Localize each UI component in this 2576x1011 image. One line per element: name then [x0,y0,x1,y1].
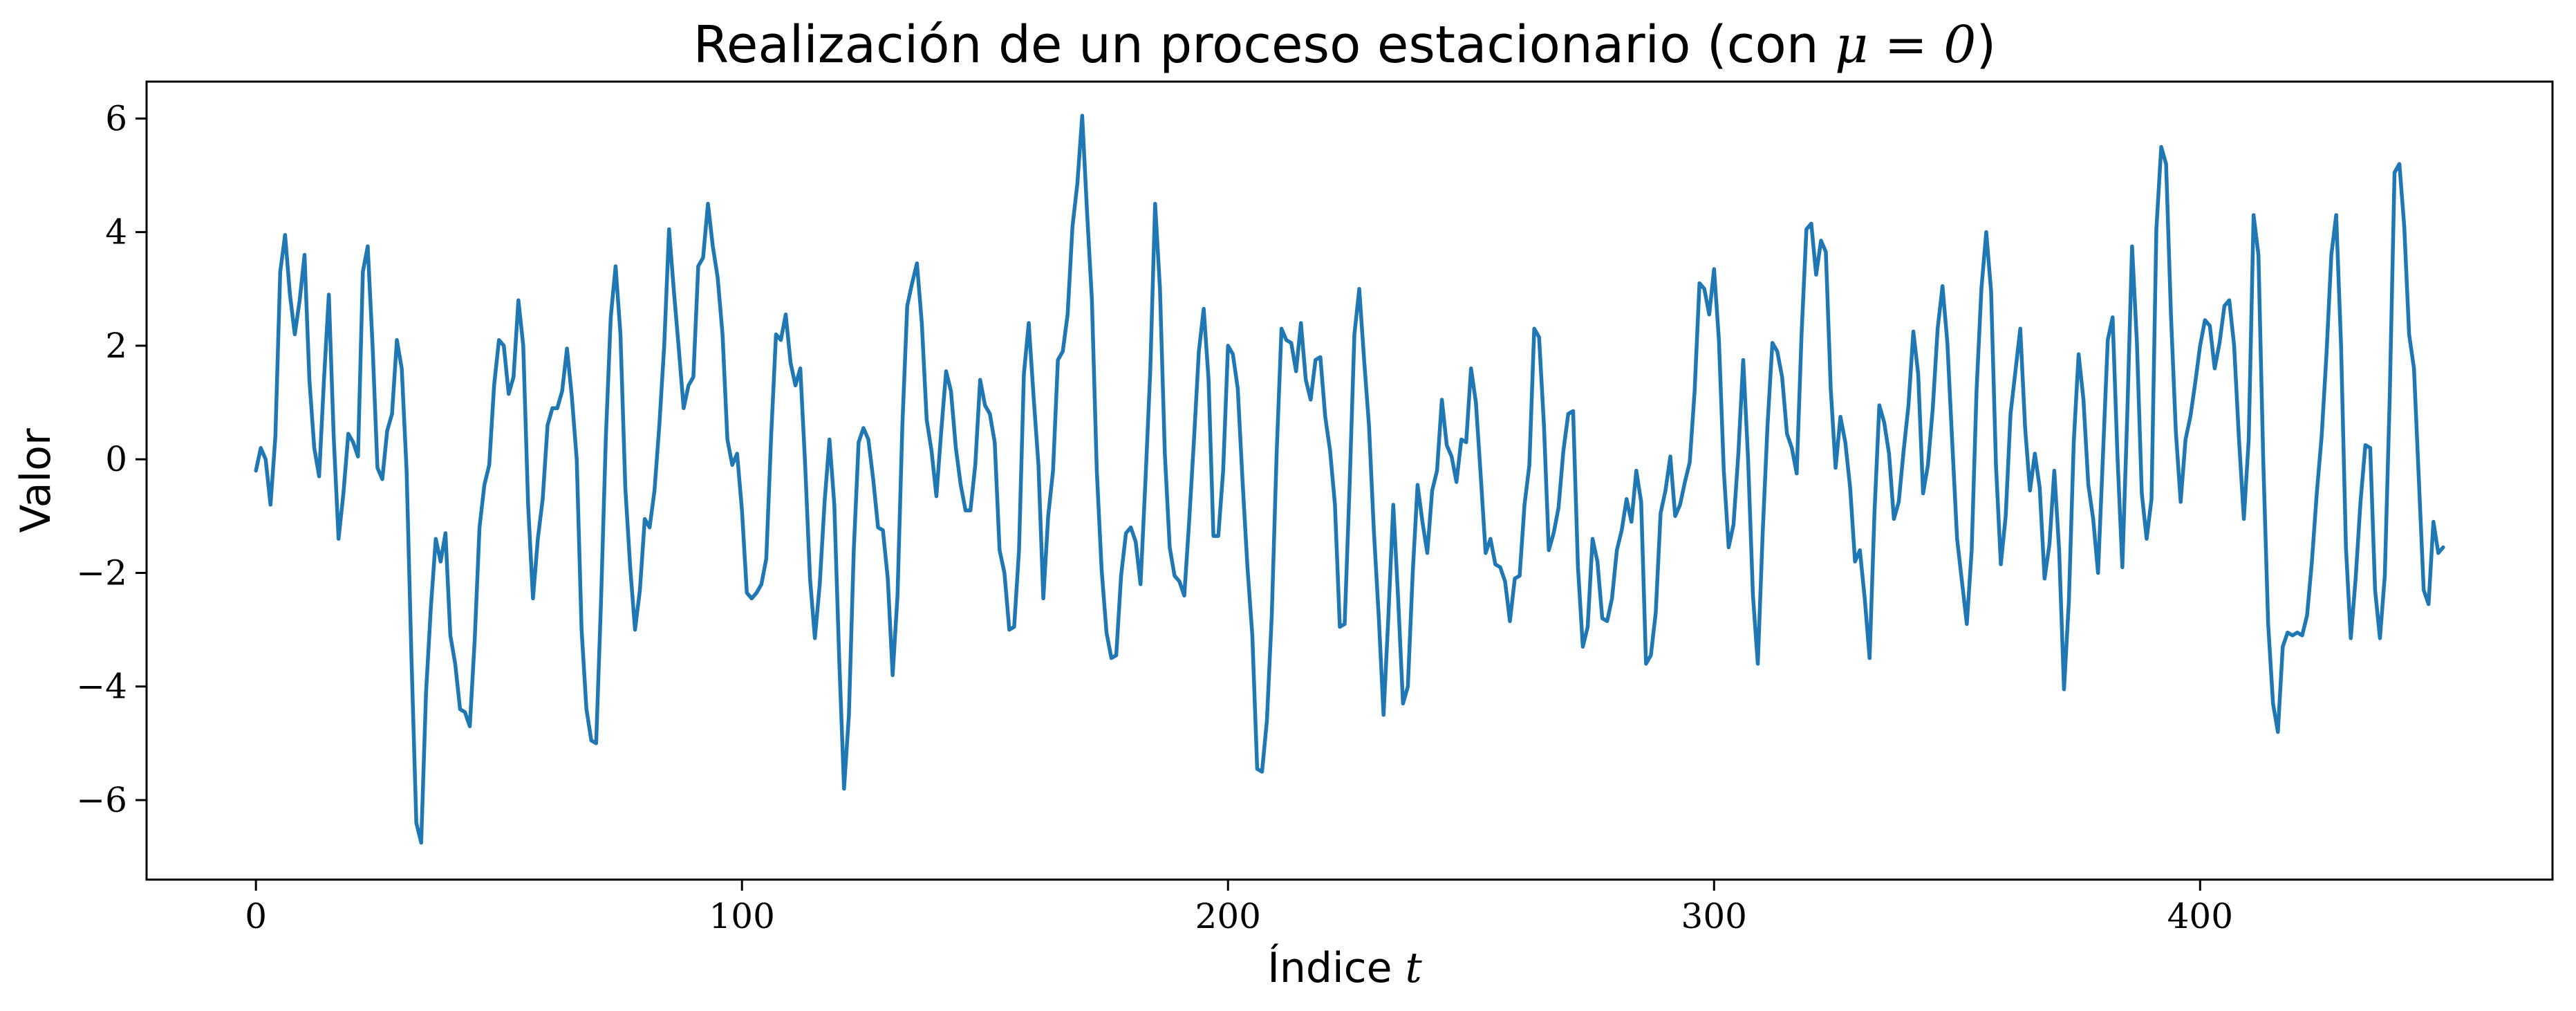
series-line [254,113,2445,845]
y-tick-label: −2 [76,553,127,593]
x-axis-label-math: t [1406,944,1423,992]
y-axis-label: Valor [12,428,60,533]
plot-area: 0 100 200 300 400 −6 −4 −2 0 2 4 6 [76,80,2554,936]
x-tick-label: 200 [1195,896,1261,936]
y-tick-label: 6 [105,98,127,138]
x-axis-label: Índice t [1267,943,1422,992]
y-axis-ticks: −6 −4 −2 0 2 4 6 [76,98,147,820]
chart-title: Realización de un proceso estacionario (… [693,15,1997,75]
x-tick-label: 0 [245,896,267,936]
chart-title-close: ) [1976,15,1996,75]
chart-title-text: Realización de un proceso estacionario (… [693,15,1835,75]
y-tick-label: 0 [105,439,127,479]
axes-frame [145,80,2554,881]
y-tick-label: −6 [76,780,127,820]
x-tick-label: 300 [1681,896,1747,936]
y-tick-label: −4 [76,667,127,707]
x-axis-label-text: Índice [1267,943,1392,992]
x-tick-label: 100 [709,896,774,936]
x-axis-ticks: 0 100 200 300 400 [245,880,2233,936]
y-tick-label: 2 [105,326,127,366]
chart-title-math: μ = 0 [1835,15,1976,75]
y-tick-label: 4 [105,212,127,252]
x-tick-label: 400 [2167,896,2233,936]
